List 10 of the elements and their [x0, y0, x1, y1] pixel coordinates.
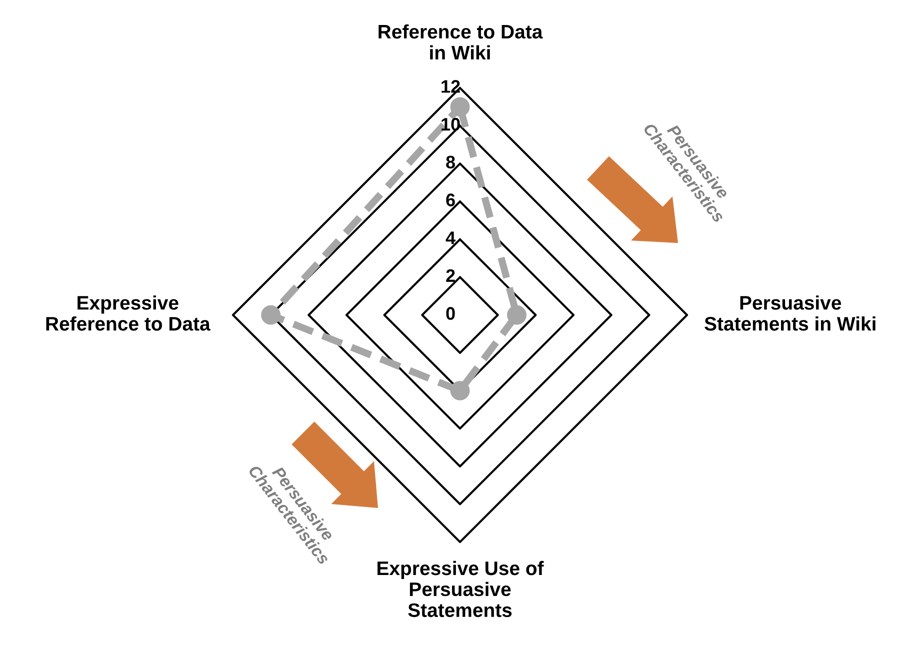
- spoke-label: Persuasive Statements in Wiki: [704, 295, 876, 331]
- y-tick-label: 4: [446, 232, 456, 244]
- spoke-label: Reference to Data in Wiki: [378, 24, 543, 60]
- y-tick-label: 6: [446, 194, 455, 206]
- spoke-label: Expressive Reference to Data: [46, 295, 210, 331]
- y-tick-label: 8: [446, 156, 456, 169]
- y-tick-label: 0: [446, 307, 455, 320]
- y-tick-label: 2: [446, 269, 455, 282]
- y-tick-label: 12: [442, 80, 460, 93]
- spoke-label: Expressive Use of Persuasive Statements: [378, 560, 544, 618]
